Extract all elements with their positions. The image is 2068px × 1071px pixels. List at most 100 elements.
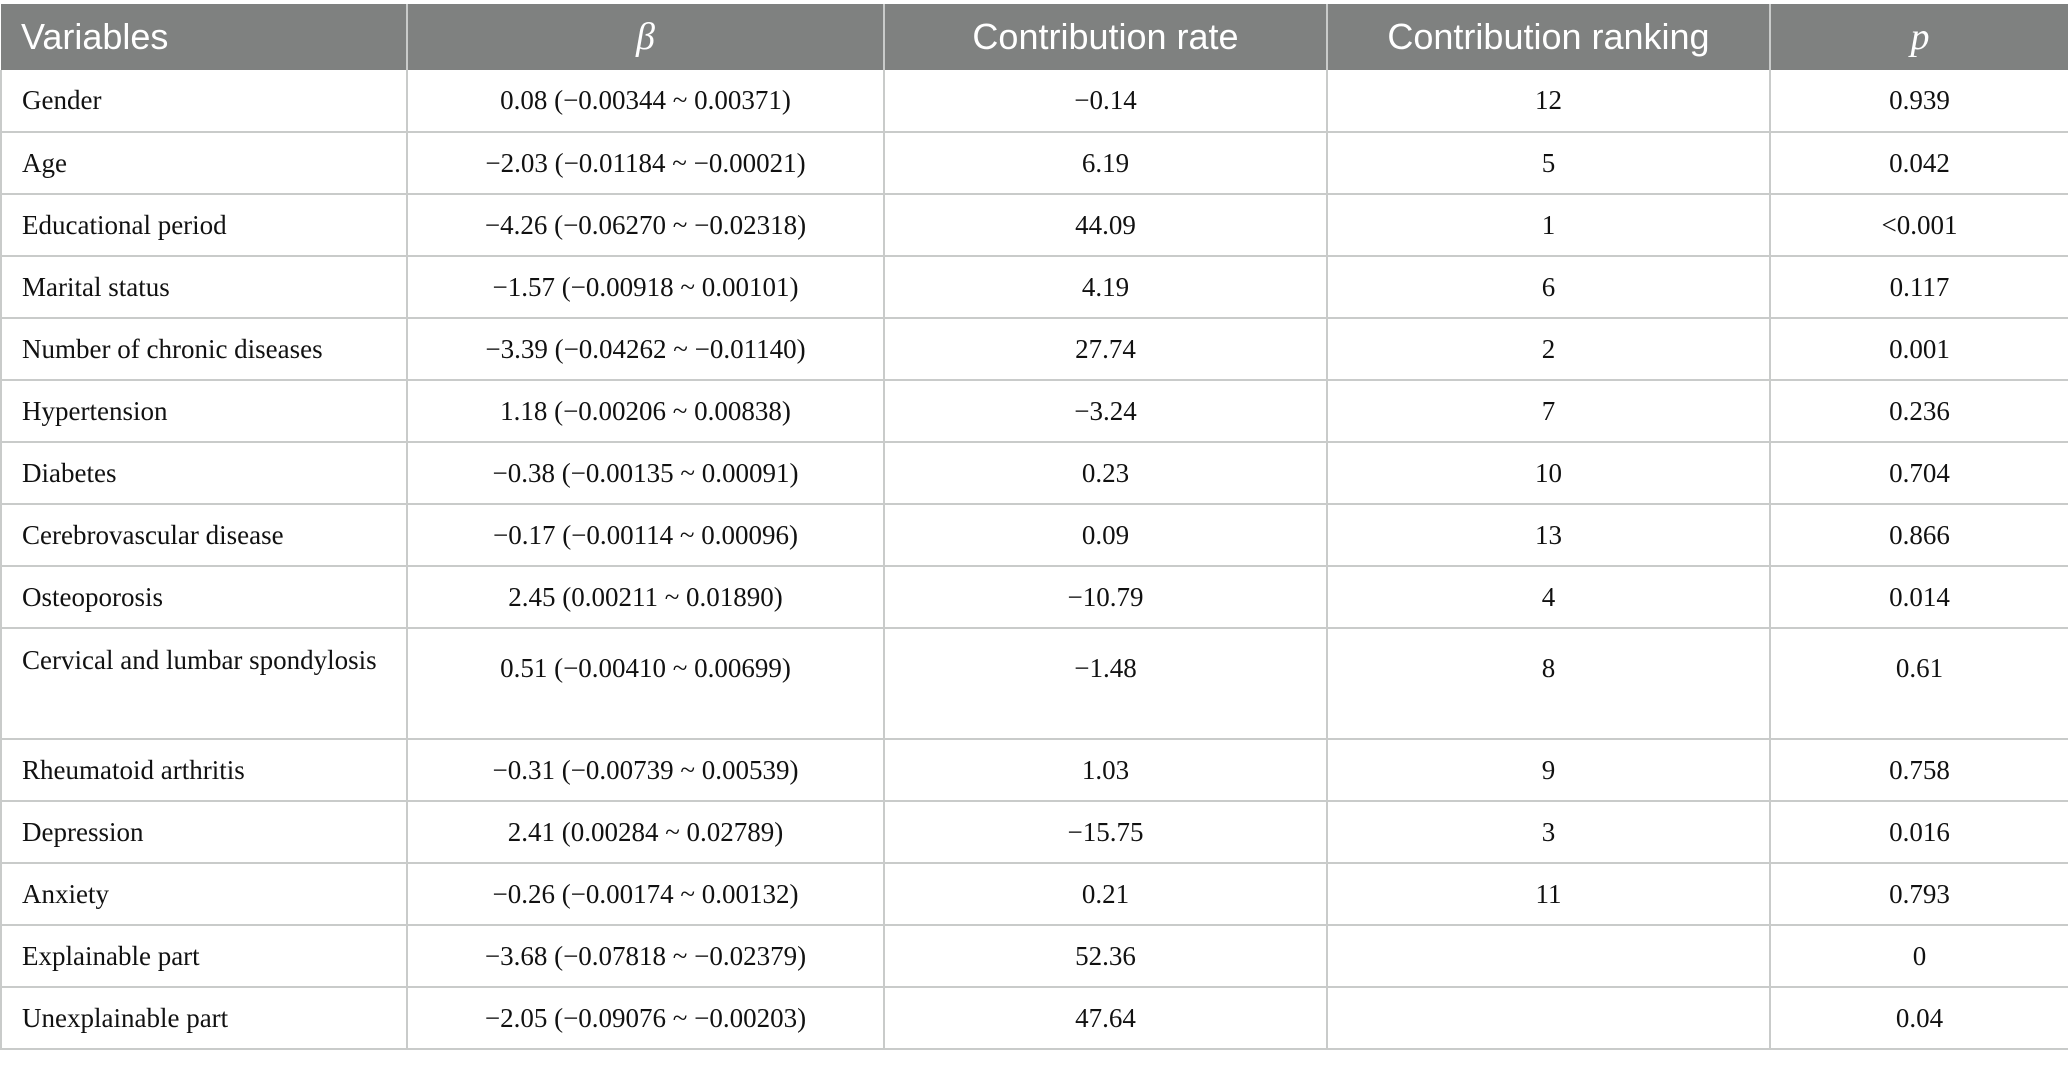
table-row: Cerebrovascular disease −0.17 (−0.00114 … [0,504,2068,567]
table-row: Age −2.03 (−0.01184 ~ −0.00021) 6.19 5 0… [0,132,2068,195]
cell-beta: −0.38 (−0.00135 ~ 0.00091) [407,442,885,505]
cell-beta: −3.68 (−0.07818 ~ −0.02379) [407,925,885,988]
cell-contribution-ranking [1327,987,1771,1050]
cell-variable: Cervical and lumbar spondylosis [0,628,408,740]
cell-p-value: <0.001 [1770,194,2068,257]
cell-p-value: 0.04 [1770,987,2068,1050]
cell-variable: Number of chronic diseases [0,318,408,381]
cell-beta: 2.45 (0.00211 ~ 0.01890) [407,566,885,629]
cell-beta: −1.57 (−0.00918 ~ 0.00101) [407,256,885,319]
cell-variable: Rheumatoid arthritis [0,739,408,802]
cell-p-value: 0.014 [1770,566,2068,629]
cell-p-value: 0.236 [1770,380,2068,443]
cell-variable: Depression [0,801,408,864]
cell-contribution-ranking: 3 [1327,801,1771,864]
cell-contribution-ranking: 10 [1327,442,1771,505]
cell-variable: Unexplainable part [0,987,408,1050]
cell-beta: 0.51 (−0.00410 ~ 0.00699) [407,628,885,740]
table-row: Depression 2.41 (0.00284 ~ 0.02789) −15.… [0,801,2068,864]
cell-contribution-rate: 52.36 [884,925,1328,988]
results-table-container: Variables β Contribution rate Contributi… [0,4,2068,1050]
cell-contribution-ranking: 7 [1327,380,1771,443]
table-row: Hypertension 1.18 (−0.00206 ~ 0.00838) −… [0,380,2068,443]
cell-variable: Diabetes [0,442,408,505]
table-row: Unexplainable part −2.05 (−0.09076 ~ −0.… [0,987,2068,1050]
table-row: Osteoporosis 2.45 (0.00211 ~ 0.01890) −1… [0,566,2068,629]
cell-contribution-ranking: 4 [1327,566,1771,629]
cell-contribution-rate: −3.24 [884,380,1328,443]
table-row: Explainable part −3.68 (−0.07818 ~ −0.02… [0,925,2068,988]
header-contribution-rate: Contribution rate [884,4,1328,70]
cell-beta: −3.39 (−0.04262 ~ −0.01140) [407,318,885,381]
cell-contribution-rate: 1.03 [884,739,1328,802]
table-row: Gender 0.08 (−0.00344 ~ 0.00371) −0.14 1… [0,70,2068,133]
cell-contribution-rate: −15.75 [884,801,1328,864]
table-row: Marital status −1.57 (−0.00918 ~ 0.00101… [0,256,2068,319]
cell-variable: Hypertension [0,380,408,443]
cell-variable: Osteoporosis [0,566,408,629]
cell-beta: −0.26 (−0.00174 ~ 0.00132) [407,863,885,926]
cell-beta: −4.26 (−0.06270 ~ −0.02318) [407,194,885,257]
decomposition-results-table: Variables β Contribution rate Contributi… [0,4,2068,1050]
cell-contribution-ranking: 11 [1327,863,1771,926]
cell-contribution-rate: −10.79 [884,566,1328,629]
cell-contribution-ranking: 13 [1327,504,1771,567]
header-contribution-ranking: Contribution ranking [1327,4,1771,70]
cell-contribution-ranking: 12 [1327,70,1771,133]
cell-p-value: 0 [1770,925,2068,988]
cell-contribution-rate: 0.23 [884,442,1328,505]
cell-beta: 1.18 (−0.00206 ~ 0.00838) [407,380,885,443]
cell-variable: Marital status [0,256,408,319]
cell-p-value: 0.758 [1770,739,2068,802]
cell-p-value: 0.793 [1770,863,2068,926]
cell-contribution-ranking: 8 [1327,628,1771,740]
cell-contribution-rate: −0.14 [884,70,1328,133]
cell-variable: Anxiety [0,863,408,926]
table-row: Rheumatoid arthritis −0.31 (−0.00739 ~ 0… [0,739,2068,802]
cell-contribution-rate: 44.09 [884,194,1328,257]
cell-p-value: 0.016 [1770,801,2068,864]
cell-beta: −0.17 (−0.00114 ~ 0.00096) [407,504,885,567]
cell-p-value: 0.042 [1770,132,2068,195]
cell-p-value: 0.704 [1770,442,2068,505]
cell-variable: Explainable part [0,925,408,988]
cell-beta: 0.08 (−0.00344 ~ 0.00371) [407,70,885,133]
cell-contribution-rate: 0.09 [884,504,1328,567]
cell-p-value: 0.117 [1770,256,2068,319]
cell-contribution-ranking: 5 [1327,132,1771,195]
table-row: Diabetes −0.38 (−0.00135 ~ 0.00091) 0.23… [0,442,2068,505]
cell-beta: −0.31 (−0.00739 ~ 0.00539) [407,739,885,802]
cell-variable: Age [0,132,408,195]
cell-beta: −2.05 (−0.09076 ~ −0.00203) [407,987,885,1050]
header-beta: β [407,4,885,70]
cell-contribution-ranking: 1 [1327,194,1771,257]
table-header: Variables β Contribution rate Contributi… [1,4,2068,70]
cell-variable: Cerebrovascular disease [0,504,408,567]
cell-contribution-rate: 27.74 [884,318,1328,381]
cell-variable: Educational period [0,194,408,257]
cell-contribution-rate: 4.19 [884,256,1328,319]
cell-contribution-ranking [1327,925,1771,988]
cell-contribution-ranking: 2 [1327,318,1771,381]
cell-contribution-ranking: 9 [1327,739,1771,802]
table-row: Anxiety −0.26 (−0.00174 ~ 0.00132) 0.21 … [0,863,2068,926]
header-variables: Variables [1,4,408,70]
cell-contribution-ranking: 6 [1327,256,1771,319]
cell-p-value: 0.866 [1770,504,2068,567]
header-p-value: p [1770,4,2068,70]
cell-contribution-rate: 6.19 [884,132,1328,195]
cell-contribution-rate: −1.48 [884,628,1328,740]
table-body: Gender 0.08 (−0.00344 ~ 0.00371) −0.14 1… [0,70,2068,1050]
cell-variable: Gender [0,70,408,133]
cell-contribution-rate: 47.64 [884,987,1328,1050]
cell-beta: −2.03 (−0.01184 ~ −0.00021) [407,132,885,195]
table-row: Educational period −4.26 (−0.06270 ~ −0.… [0,194,2068,257]
cell-p-value: 0.61 [1770,628,2068,740]
cell-contribution-rate: 0.21 [884,863,1328,926]
table-row: Cervical and lumbar spondylosis 0.51 (−0… [0,628,2068,740]
cell-p-value: 0.939 [1770,70,2068,133]
cell-p-value: 0.001 [1770,318,2068,381]
cell-beta: 2.41 (0.00284 ~ 0.02789) [407,801,885,864]
table-row: Number of chronic diseases −3.39 (−0.042… [0,318,2068,381]
header-row: Variables β Contribution rate Contributi… [1,4,2068,70]
